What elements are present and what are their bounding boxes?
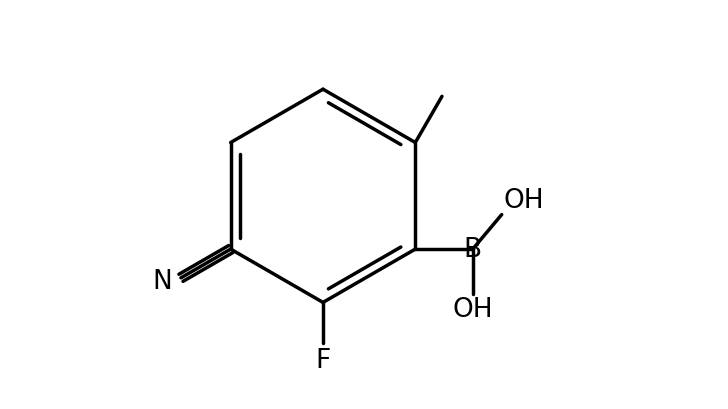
Text: F: F <box>315 347 331 373</box>
Text: B: B <box>464 236 482 263</box>
Text: N: N <box>152 268 172 294</box>
Text: OH: OH <box>504 187 545 213</box>
Text: OH: OH <box>452 297 493 322</box>
